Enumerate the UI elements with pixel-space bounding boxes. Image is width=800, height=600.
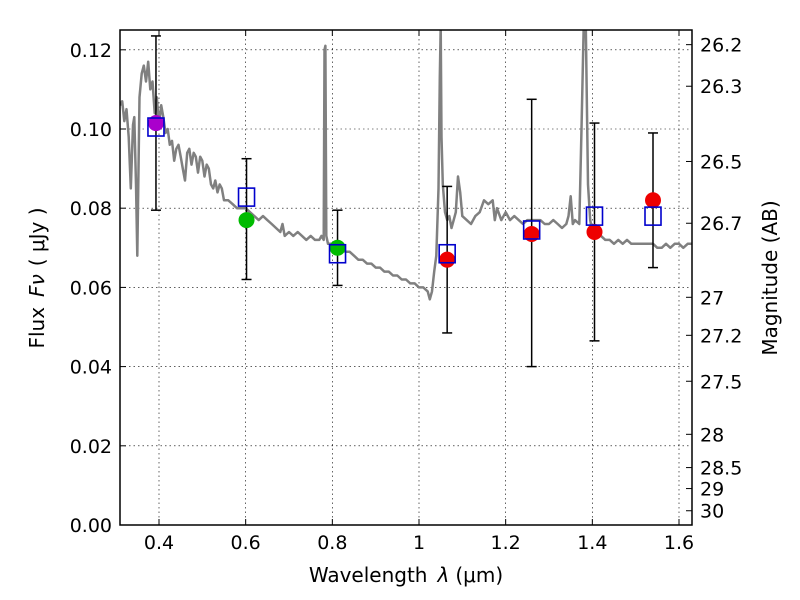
x-tick-label: 1.2 (491, 532, 521, 554)
observed-point (523, 225, 540, 242)
axes: 0.4 0.6 0.8 1 1.2 1.4 1.6 0.00 0.02 0.04 0.06 0.08 0… (70, 30, 742, 554)
y-tick-label: 0.12 (70, 40, 112, 62)
mag-tick-label: 26.2 (700, 35, 742, 57)
x-tick-label: 1.4 (577, 532, 607, 554)
y-tick-label: 0.00 (70, 515, 112, 537)
y-tick-label: 0.08 (70, 198, 112, 220)
x-axis-label: Wavelength λ (μm) (309, 563, 503, 587)
error-bars (147, 35, 662, 368)
mag-tick-label: 26.7 (700, 213, 742, 235)
y-axis-label: FluxFν( μJy ) (25, 207, 49, 348)
y-tick-label: 0.06 (70, 277, 112, 299)
model-spectrum-line (120, 30, 692, 301)
x-tick-label: 1 (413, 532, 425, 554)
plot-area (120, 30, 692, 301)
observed-point (439, 251, 456, 268)
y2-axis-label: Magnitude (AB) (758, 200, 782, 355)
model-box (328, 243, 347, 264)
y-tick-label: 0.04 (70, 357, 112, 379)
mag-tick-label: 29 (700, 479, 724, 501)
model-box (585, 206, 604, 226)
plot-frame (119, 29, 693, 526)
x-tick-label: 0.6 (231, 532, 261, 554)
x-tick-label: 0.4 (144, 532, 174, 554)
observed-point (645, 192, 661, 209)
y-tick-label: 0.02 (70, 436, 112, 458)
observed-point (238, 212, 255, 229)
observed-point (586, 223, 603, 240)
mag-tick-label: 28.5 (700, 458, 742, 480)
mag-tick-label: 30 (700, 501, 724, 523)
model-box (522, 220, 541, 240)
mag-tick-label: 27.5 (700, 371, 742, 393)
x-tick-label: 1.6 (664, 532, 694, 554)
model-box (438, 243, 456, 264)
mag-tick-label: 27.2 (700, 325, 742, 347)
mag-tick-label: 28 (700, 424, 724, 446)
model-box (147, 117, 165, 137)
observed-point (329, 239, 346, 256)
y-tick-label: 0.10 (70, 119, 112, 141)
mag-tick-label: 26.5 (700, 151, 742, 173)
mag-tick-label: 26.3 (700, 76, 742, 98)
mag-tick-label: 27 (700, 287, 724, 309)
observed-point (147, 115, 164, 132)
x-tick-label: 0.8 (317, 532, 347, 554)
model-box (644, 206, 662, 226)
model-box (237, 187, 256, 207)
